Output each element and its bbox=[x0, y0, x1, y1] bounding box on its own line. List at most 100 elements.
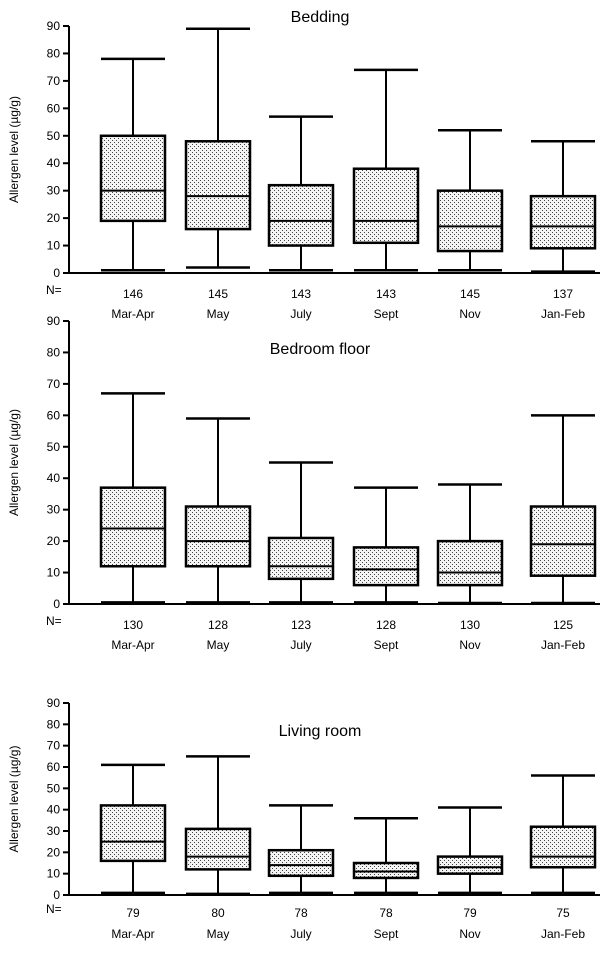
box-Mar-Apr bbox=[99, 763, 167, 895]
panel-title: Living room bbox=[279, 723, 362, 740]
y-tick-label: 10 bbox=[47, 239, 61, 253]
y-tick-label: 0 bbox=[53, 597, 60, 611]
x-tick-label: May bbox=[207, 307, 230, 321]
x-tick-label: Sept bbox=[374, 638, 399, 652]
y-tick-label: 20 bbox=[47, 534, 61, 548]
x-tick-label: Mar-Apr bbox=[111, 927, 154, 941]
x-tick-label: Mar-Apr bbox=[111, 638, 154, 652]
iqr-box bbox=[267, 848, 335, 878]
y-tick-label: 30 bbox=[47, 184, 61, 198]
iqr-box bbox=[529, 194, 597, 250]
x-tick-label: Sept bbox=[374, 927, 399, 941]
y-tick-label: 0 bbox=[53, 888, 60, 902]
y-tick-label: 90 bbox=[47, 19, 61, 33]
panel-2: 0 10 20 30 40 50 60 70 80 90 Allergen level (µg/g)… bbox=[7, 696, 600, 941]
n-count: 123 bbox=[291, 618, 311, 632]
y-tick-label: 80 bbox=[47, 46, 61, 60]
iqr-box bbox=[184, 505, 252, 568]
x-tick-label: Nov bbox=[459, 927, 480, 941]
box-Nov bbox=[436, 806, 504, 895]
x-tick-label: May bbox=[207, 927, 230, 941]
box-July bbox=[267, 804, 335, 895]
y-tick-label: 40 bbox=[47, 156, 61, 170]
n-label: N= bbox=[46, 902, 62, 916]
n-count: 143 bbox=[291, 287, 311, 301]
n-label: N= bbox=[46, 283, 62, 297]
n-count: 78 bbox=[379, 906, 393, 920]
iqr-box bbox=[352, 546, 420, 587]
y-tick-label: 30 bbox=[47, 824, 61, 838]
y-tick-label: 50 bbox=[47, 129, 61, 143]
x-tick-label: July bbox=[290, 927, 311, 941]
n-count: 125 bbox=[553, 618, 573, 632]
box-Mar-Apr bbox=[99, 392, 167, 604]
y-tick-label: 70 bbox=[47, 739, 61, 753]
x-tick-label: Jan-Feb bbox=[541, 638, 585, 652]
y-tick-label: 0 bbox=[53, 266, 60, 280]
box-Jan-Feb bbox=[529, 414, 597, 605]
iqr-box bbox=[184, 140, 252, 231]
box-Nov bbox=[436, 129, 504, 272]
n-count: 146 bbox=[123, 287, 143, 301]
n-count: 128 bbox=[376, 618, 396, 632]
x-tick-label: Nov bbox=[459, 307, 480, 321]
x-tick-label: May bbox=[207, 638, 230, 652]
y-tick-label: 10 bbox=[47, 566, 61, 580]
y-axis-label: Allergen level (µg/g) bbox=[7, 96, 21, 203]
y-tick-label: 10 bbox=[47, 867, 61, 881]
iqr-box bbox=[184, 827, 252, 871]
panel-0: 0 10 20 30 40 50 60 70 80 90 Allergen level (µg/g)… bbox=[7, 9, 600, 321]
x-tick-label: July bbox=[290, 307, 311, 321]
box-Jan-Feb bbox=[529, 140, 597, 273]
iqr-box bbox=[267, 536, 335, 581]
y-tick-label: 70 bbox=[47, 377, 61, 391]
panel-1: 0 10 20 30 40 50 60 70 80 90 Allergen level (µg/g)… bbox=[7, 314, 600, 652]
y-tick-label: 40 bbox=[47, 471, 61, 485]
box-May bbox=[184, 417, 252, 604]
panel-title: Bedroom floor bbox=[270, 341, 371, 358]
y-tick-label: 60 bbox=[47, 408, 61, 422]
y-axis-label: Allergen level (µg/g) bbox=[7, 409, 21, 516]
y-tick-label: 50 bbox=[47, 781, 61, 795]
panel-title: Bedding bbox=[291, 9, 350, 26]
n-count: 79 bbox=[126, 906, 140, 920]
box-July bbox=[267, 115, 335, 272]
y-tick-label: 90 bbox=[47, 696, 61, 710]
iqr-box bbox=[99, 486, 167, 568]
y-tick-label: 30 bbox=[47, 503, 61, 517]
n-count: 137 bbox=[553, 287, 573, 301]
x-tick-label: Jan-Feb bbox=[541, 927, 585, 941]
box-Jan-Feb bbox=[529, 774, 597, 895]
y-tick-label: 90 bbox=[47, 314, 61, 328]
iqr-box bbox=[267, 183, 335, 247]
y-axis-label: Allergen level (µg/g) bbox=[7, 746, 21, 853]
iqr-box bbox=[99, 804, 167, 863]
iqr-box bbox=[352, 861, 420, 880]
y-tick-label: 80 bbox=[47, 717, 61, 731]
box-Mar-Apr bbox=[99, 57, 167, 272]
n-count: 145 bbox=[460, 287, 480, 301]
box-Sept bbox=[352, 816, 420, 895]
n-count: 130 bbox=[123, 618, 143, 632]
box-Sept bbox=[352, 486, 420, 604]
n-count: 145 bbox=[208, 287, 228, 301]
n-label: N= bbox=[46, 614, 62, 628]
iqr-box bbox=[99, 134, 167, 223]
n-count: 130 bbox=[460, 618, 480, 632]
iqr-box bbox=[436, 539, 504, 587]
x-tick-label: July bbox=[290, 638, 311, 652]
y-tick-label: 70 bbox=[47, 74, 61, 88]
y-tick-label: 80 bbox=[47, 345, 61, 359]
box-May bbox=[184, 755, 252, 896]
iqr-box bbox=[529, 825, 597, 869]
x-tick-label: Mar-Apr bbox=[111, 307, 154, 321]
box-July bbox=[267, 461, 335, 604]
y-tick-label: 20 bbox=[47, 845, 61, 859]
iqr-box bbox=[352, 167, 420, 245]
n-count: 79 bbox=[463, 906, 477, 920]
y-tick-label: 60 bbox=[47, 760, 61, 774]
n-count: 143 bbox=[376, 287, 396, 301]
y-tick-label: 40 bbox=[47, 803, 61, 817]
